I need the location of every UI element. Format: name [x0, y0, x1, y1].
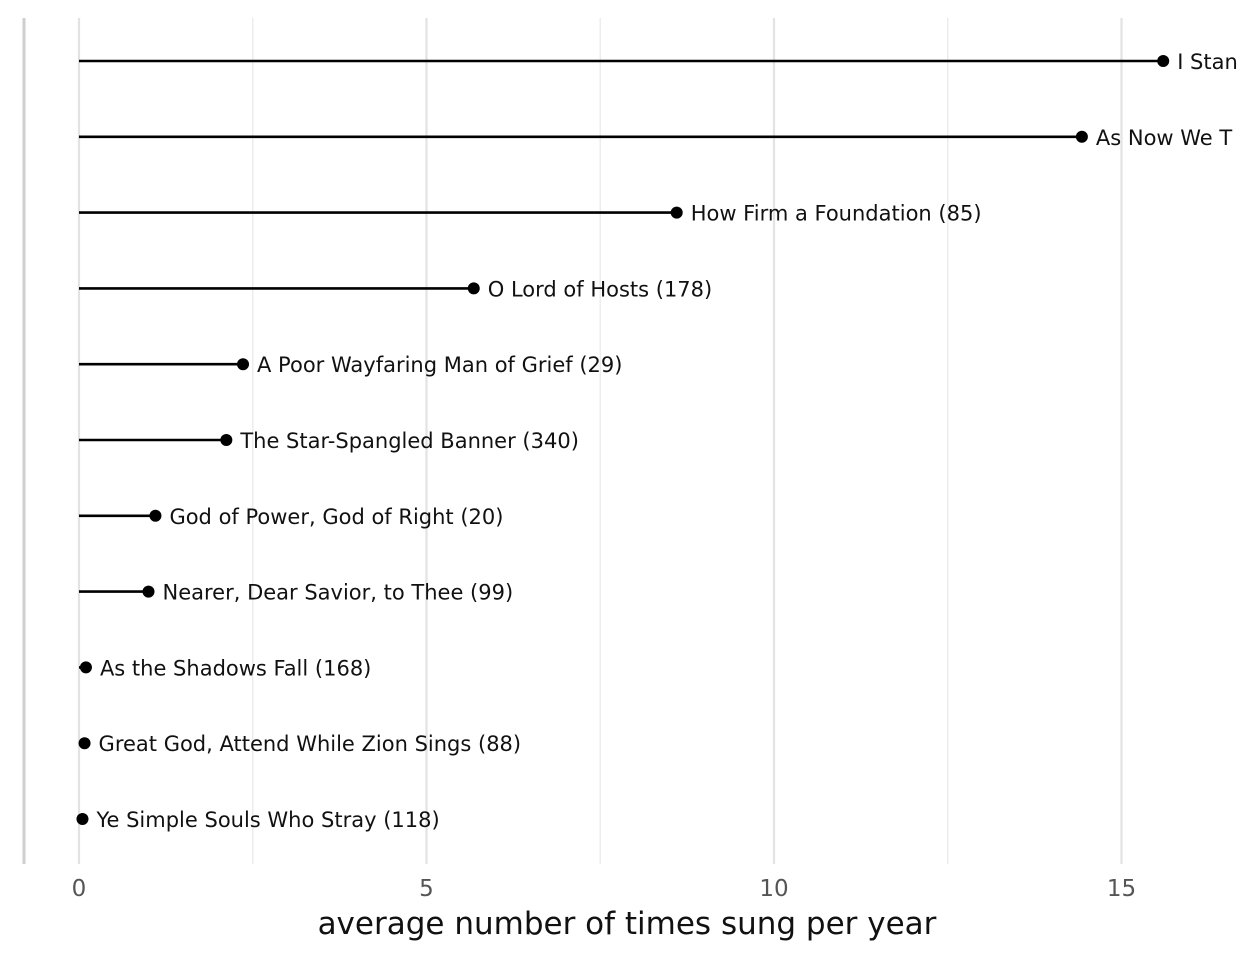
point-label: God of Power, God of Right (20): [169, 505, 503, 529]
gridlines: [77, 18, 1123, 864]
x-tick-labels: 0 5 10 15: [72, 876, 1136, 902]
points: [76, 55, 1170, 825]
lollipop-point: [220, 434, 233, 446]
point-label: Great God, Attend While Zion Sings (88): [99, 732, 522, 756]
lollipop-point: [237, 358, 250, 371]
point-label: The Star-Spangled Banner (340): [239, 429, 579, 453]
x-axis-title: average number of times sung per year: [318, 906, 937, 942]
lollipop-point: [76, 813, 89, 825]
point-label: Nearer, Dear Savior, to Thee (99): [163, 581, 514, 605]
x-tick-label: 10: [759, 876, 788, 902]
point-label: Ye Simple Souls Who Stray (118): [95, 808, 439, 832]
point-label: How Firm a Foundation (85): [691, 202, 982, 226]
stems: [79, 59, 1164, 821]
lollipop-point: [1075, 130, 1088, 143]
lollipop-point: [79, 661, 92, 674]
x-tick-label: 15: [1107, 876, 1136, 902]
point-labels: I Stan As Now We T How Firm a Foundation (…: [95, 50, 1237, 832]
point-label: O Lord of Hosts (178): [488, 277, 712, 301]
x-tick-label: 5: [419, 876, 434, 902]
point-label: As Now We T: [1096, 126, 1233, 150]
lollipop-point: [1157, 55, 1170, 67]
x-tick-label: 0: [72, 876, 87, 902]
lollipop-point: [467, 282, 480, 295]
point-label: A Poor Wayfaring Man of Grief (29): [257, 353, 622, 377]
lollipop-point: [78, 737, 91, 750]
lollipop-point: [670, 206, 683, 219]
point-label: I Stan: [1177, 50, 1238, 74]
lollipop-point: [142, 585, 155, 598]
point-label: As the Shadows Fall (168): [100, 656, 371, 680]
lollipop-point: [149, 509, 162, 522]
